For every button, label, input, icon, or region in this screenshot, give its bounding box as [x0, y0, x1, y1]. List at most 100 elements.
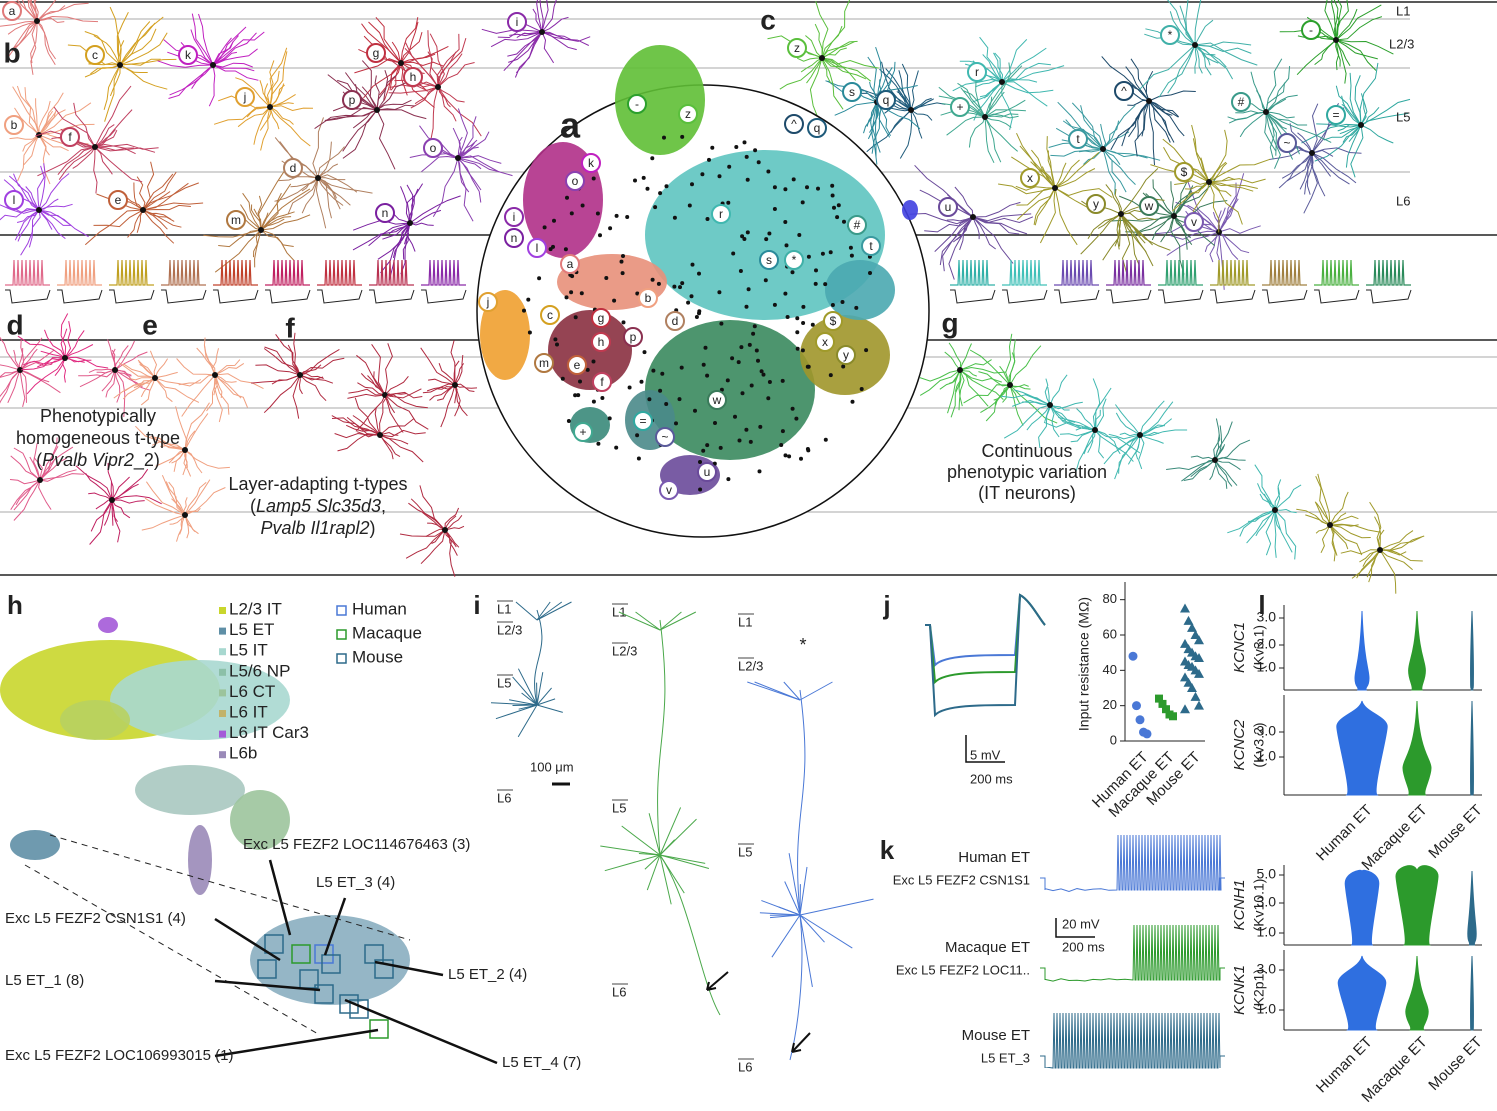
dendrite — [821, 57, 867, 80]
dendrite — [64, 357, 92, 363]
marker-ring — [1068, 129, 1088, 149]
dendrite — [16, 0, 38, 22]
dendrite — [457, 157, 482, 191]
cell-dot — [660, 371, 665, 376]
legend-swatch — [219, 710, 226, 717]
cell-square — [264, 934, 284, 954]
violin — [1344, 869, 1380, 946]
dendrite — [1148, 100, 1180, 118]
spike-trace — [109, 259, 154, 286]
cell-dot — [841, 364, 846, 369]
dendrite — [452, 127, 461, 159]
dendrite — [1330, 0, 1337, 41]
cell-dot — [719, 321, 724, 326]
dendrite — [1059, 429, 1096, 437]
dendrite — [984, 116, 1002, 163]
dendrite — [430, 86, 439, 141]
dendrite — [30, 20, 38, 75]
tuft — [536, 601, 563, 621]
cell-dot — [689, 294, 694, 299]
marker-label: z — [794, 41, 800, 55]
dendrite — [1022, 401, 1051, 406]
soma — [1377, 547, 1383, 553]
dendrite — [154, 377, 202, 387]
dendrite — [1054, 187, 1113, 198]
dendrite — [391, 41, 402, 64]
voltage-trace — [925, 593, 1046, 718]
cell-dot — [680, 134, 685, 139]
marker-label: x — [1027, 171, 1033, 185]
spike-train — [1040, 924, 1225, 982]
marker-ring — [759, 250, 779, 270]
marker-label: o — [430, 141, 437, 155]
dendrite — [508, 31, 543, 63]
marker-ring — [1086, 194, 1106, 214]
dendrite — [218, 229, 262, 248]
dendrite — [960, 87, 986, 118]
dendrite — [1169, 230, 1220, 240]
soma — [315, 175, 321, 181]
cell-dot — [752, 324, 757, 329]
cell-dot — [785, 315, 790, 319]
ephys-trace — [5, 259, 51, 304]
dendrite — [168, 64, 214, 99]
dendrite — [457, 146, 479, 159]
neuron — [203, 165, 311, 273]
dendrite — [984, 99, 1026, 118]
dendrite — [950, 369, 961, 418]
marker-ring — [815, 332, 835, 352]
dendrite — [212, 64, 255, 72]
hyperpolarizing-trace — [1314, 289, 1360, 304]
dendrite — [1190, 459, 1216, 478]
dendrite — [1015, 185, 1056, 191]
marker-label: r — [719, 207, 723, 221]
dendrite — [293, 332, 301, 376]
marker-label: r — [975, 65, 979, 79]
dendrite — [38, 134, 50, 156]
dendrite — [119, 64, 168, 90]
dendrite — [184, 449, 203, 474]
dendrite — [1071, 102, 1104, 150]
spike-trace — [5, 259, 50, 286]
dendrite — [1335, 16, 1383, 41]
dendrite — [659, 854, 710, 869]
dendrite — [1335, 0, 1343, 41]
dendrite — [1158, 44, 1196, 98]
dendrite — [1115, 412, 1141, 436]
cell-dot — [754, 348, 759, 353]
dendrite — [7, 369, 21, 404]
dendrite — [203, 229, 262, 238]
dendrite — [1009, 384, 1058, 424]
legend-swatch — [219, 730, 226, 738]
dendrite — [237, 106, 271, 128]
dendrite — [140, 377, 156, 406]
data-point — [1142, 729, 1152, 739]
marker-label: ^ — [791, 117, 797, 131]
marker-label: h — [598, 335, 605, 349]
marker-ring — [591, 308, 611, 328]
data-point — [1158, 699, 1167, 708]
cell-dot — [621, 320, 626, 325]
scale-label: 20 mV — [1062, 916, 1100, 931]
marker-label: t — [869, 239, 873, 253]
cell-dot — [753, 148, 758, 153]
dendrite — [454, 384, 458, 404]
dendrite — [408, 197, 415, 224]
dendrite — [1009, 339, 1016, 386]
dendrite — [1194, 44, 1198, 74]
marker-label: q — [883, 93, 890, 107]
dendrite — [648, 813, 661, 856]
marker-label: a — [567, 257, 574, 271]
dendrite — [421, 155, 459, 173]
data-point — [1190, 630, 1201, 639]
data-point — [1132, 701, 1141, 711]
dendrite — [1304, 152, 1314, 195]
dendrite — [60, 328, 68, 359]
caption: homogeneous t-type — [16, 428, 180, 448]
cell-dot — [787, 454, 792, 459]
dendrite — [1162, 138, 1210, 183]
marker-label: = — [639, 414, 646, 428]
dendrite — [317, 163, 339, 179]
dendrite — [10, 455, 41, 481]
soma — [1309, 150, 1315, 156]
